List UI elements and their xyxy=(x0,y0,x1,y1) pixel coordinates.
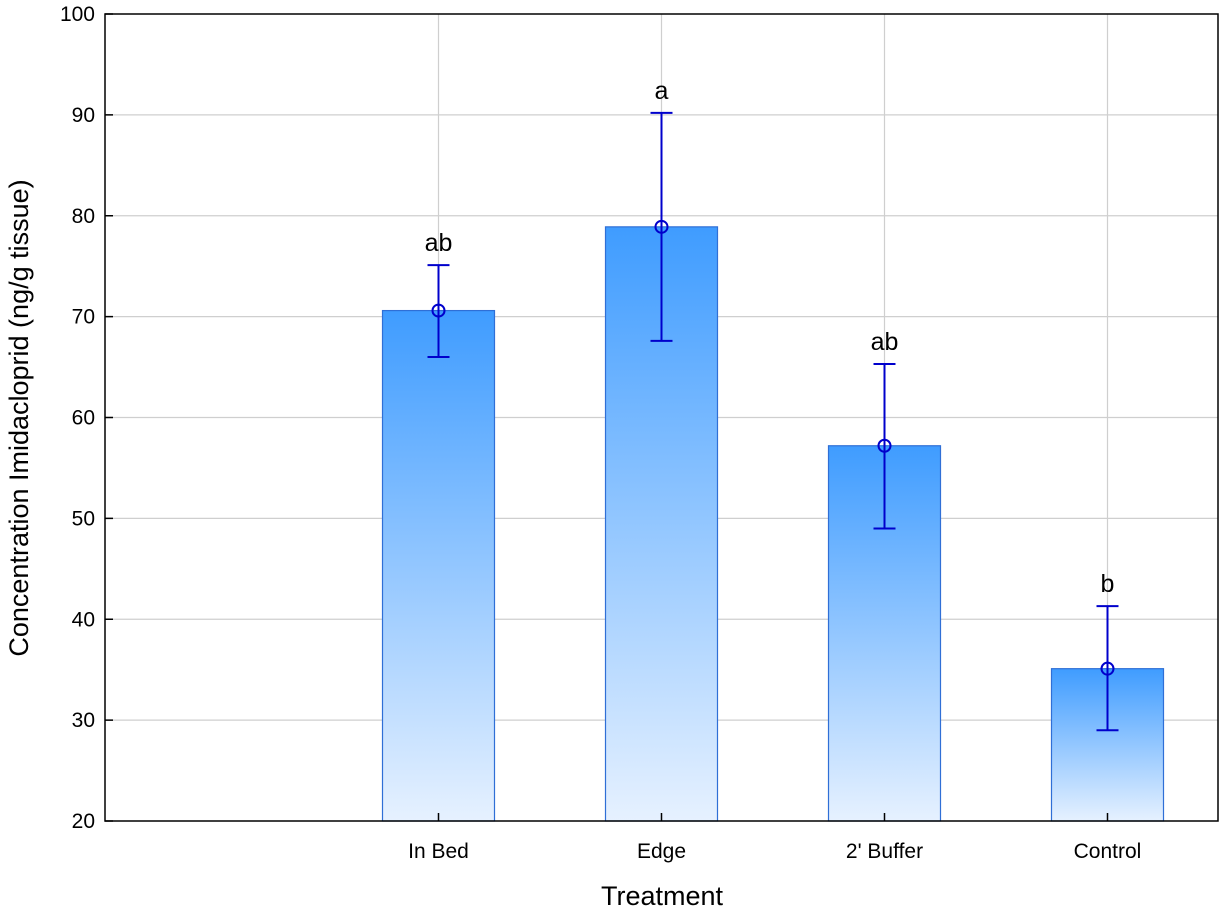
y-axis-title: Concentration Imidacloprid (ng/g tissue) xyxy=(4,179,34,656)
mean-marker xyxy=(654,219,669,234)
bar xyxy=(381,309,496,822)
y-tick-label: 30 xyxy=(72,709,95,732)
mean-marker xyxy=(877,438,892,453)
y-tick-label: 20 xyxy=(72,810,95,833)
x-axis-ticks: In Bed Edge 2' Buffer Control xyxy=(408,813,1141,863)
x-axis-title: Treatment xyxy=(601,881,724,911)
significance-label: ab xyxy=(871,328,899,356)
x-tick-label: Edge xyxy=(637,840,686,863)
y-tick-label: 100 xyxy=(60,3,95,26)
significance-label: a xyxy=(655,77,669,105)
y-tick-label: 60 xyxy=(72,407,95,430)
bars xyxy=(381,226,1165,822)
y-tick-label: 50 xyxy=(72,507,95,530)
significance-label: b xyxy=(1101,570,1115,598)
x-tick-label: Control xyxy=(1074,840,1142,863)
mean-marker xyxy=(431,303,446,318)
y-tick-label: 90 xyxy=(72,104,95,127)
error-bars xyxy=(427,111,1119,732)
y-axis-ticks: 20 30 40 50 60 70 80 90 100 xyxy=(60,3,113,833)
y-tick-label: 80 xyxy=(72,205,95,228)
significance-label: ab xyxy=(425,229,453,257)
y-tick-label: 40 xyxy=(72,608,95,631)
x-tick-label: 2' Buffer xyxy=(846,840,923,863)
significance-labels: ab a ab b xyxy=(425,77,1115,598)
x-tick-label: In Bed xyxy=(408,840,469,863)
mean-marker xyxy=(1100,661,1115,676)
y-tick-label: 70 xyxy=(72,306,95,329)
